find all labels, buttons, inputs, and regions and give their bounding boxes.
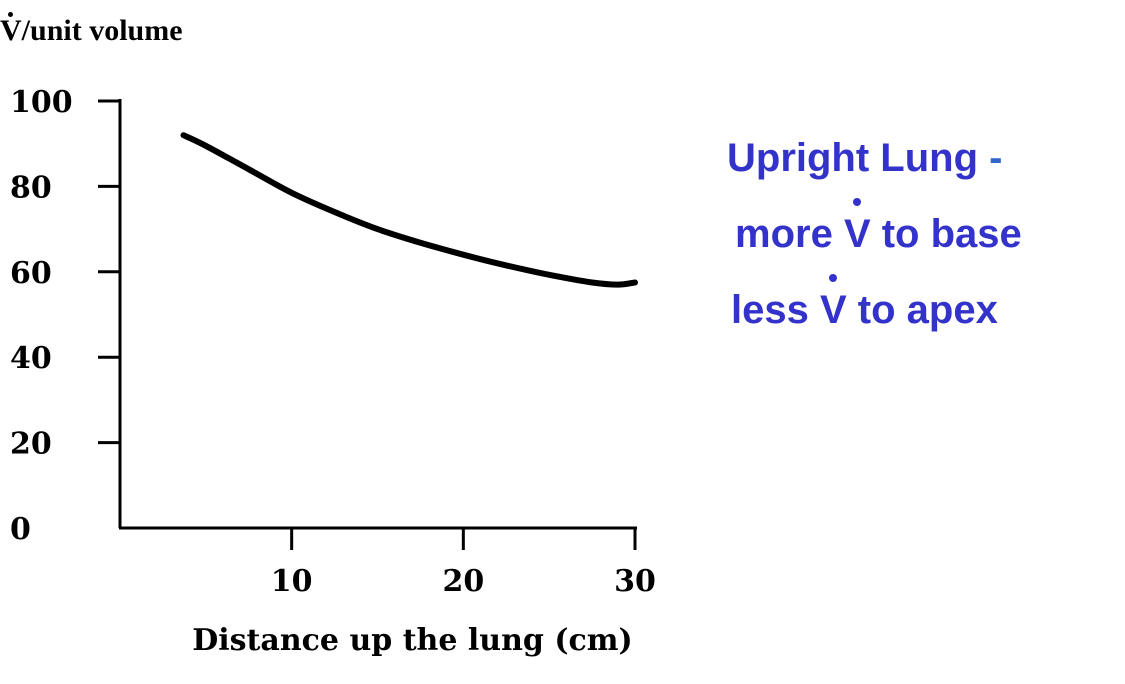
- v-dot-symbol: V: [844, 196, 871, 272]
- annotation-line-3-suffix: to apex: [846, 288, 998, 332]
- chart-axes: [118, 99, 637, 530]
- y-tick-label: 100: [10, 85, 73, 120]
- x-axis-ticks: 10 20 30: [271, 528, 656, 599]
- annotation-line-3-prefix: less: [731, 288, 820, 332]
- annotation-line-3: less V to apex: [727, 272, 1022, 348]
- x-axis-label: Distance up the lung (cm): [192, 623, 632, 658]
- v-dot-symbol: V: [0, 12, 22, 47]
- y-tick-label: 20: [10, 427, 52, 462]
- y-tick-label: 40: [10, 341, 52, 376]
- y-axis-label: V/unit volume: [0, 12, 183, 48]
- annotation-line-1: Upright Lung -: [727, 120, 1022, 196]
- annotation-dash: -: [989, 136, 1003, 180]
- annotation-line-2: more V to base: [727, 196, 1022, 272]
- x-tick-label: 20: [442, 564, 484, 599]
- y-tick-label: 80: [10, 170, 52, 205]
- ventilation-line: [180, 132, 638, 288]
- v-dot-symbol: V: [820, 272, 847, 348]
- x-tick-label: 10: [271, 564, 313, 599]
- y-tick-label: 0: [10, 512, 31, 547]
- x-tick-label: 30: [614, 564, 656, 599]
- annotation-line-2-suffix: to base: [870, 212, 1022, 256]
- annotation-line-2-prefix: more: [735, 212, 844, 256]
- annotation-text: Upright Lung - more V to base less V to …: [727, 120, 1022, 348]
- y-axis-ticks: 0 20 40 60 80 100: [10, 85, 120, 547]
- series-group: [180, 132, 638, 288]
- y-tick-label: 60: [10, 256, 52, 291]
- y-axis-label-text: /unit volume: [21, 14, 183, 47]
- annotation-title: Upright Lung: [727, 136, 979, 180]
